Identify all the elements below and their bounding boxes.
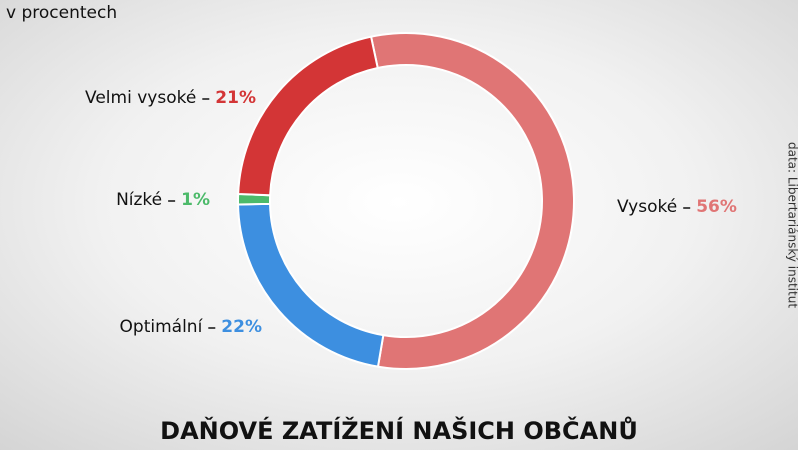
category-label: Optimální bbox=[120, 317, 204, 337]
subtitle: v procentech bbox=[6, 3, 117, 23]
value-label: 1% bbox=[181, 190, 210, 210]
donut-slice bbox=[369, 32, 575, 370]
donut-slice bbox=[237, 35, 379, 197]
source: data: Libertariánský institut bbox=[786, 142, 798, 308]
category-label: Velmi vysoké bbox=[85, 88, 196, 108]
category-label: Nízké bbox=[116, 190, 162, 210]
category-label: Vysoké bbox=[617, 197, 677, 217]
chart-title: DAŇOVÉ ZATÍŽENÍ NAŠICH OBČANŮ bbox=[160, 415, 638, 445]
value-label: 21% bbox=[215, 88, 256, 108]
value-label: 56% bbox=[696, 197, 737, 217]
value-label: 22% bbox=[221, 317, 262, 337]
